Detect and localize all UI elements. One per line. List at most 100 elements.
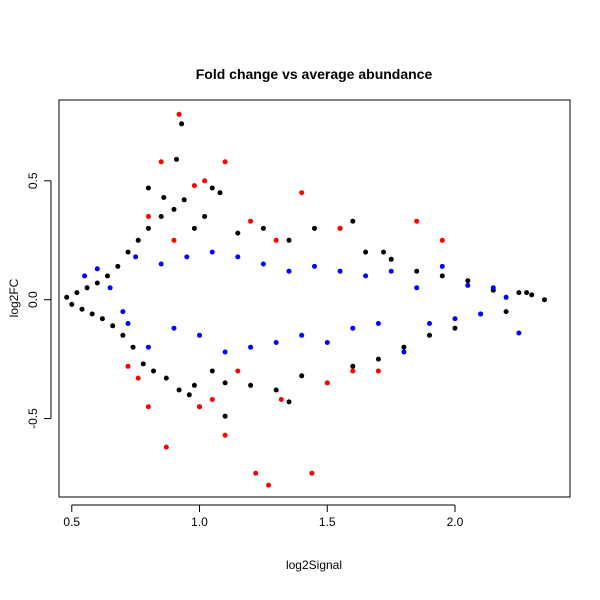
- data-point-black-62: [286, 399, 292, 405]
- data-point-blue-6: [158, 261, 164, 267]
- data-point-black-42: [388, 256, 394, 262]
- data-point-red-27: [235, 368, 241, 374]
- data-point-blue-16: [286, 268, 292, 274]
- data-point-red-6: [299, 190, 305, 196]
- data-point-red-25: [248, 218, 254, 224]
- data-point-blue-12: [235, 254, 241, 260]
- data-point-blue-4: [133, 254, 139, 260]
- data-point-black-10: [115, 263, 121, 269]
- data-point-blue-5: [145, 344, 151, 350]
- data-point-blue-13: [248, 344, 254, 350]
- data-point-black-55: [179, 121, 185, 127]
- data-point-blue-24: [388, 268, 394, 274]
- data-point-black-56: [174, 156, 179, 162]
- data-point-blue-14: [260, 261, 266, 267]
- data-point-black-14: [135, 237, 141, 243]
- data-point-black-57: [145, 185, 151, 191]
- data-point-black-36: [312, 225, 317, 231]
- data-point-blue-9: [197, 332, 202, 338]
- data-point-black-44: [414, 268, 420, 274]
- data-point-blue-29: [452, 316, 458, 322]
- data-point-blue-18: [312, 263, 317, 269]
- data-point-blue-11: [222, 349, 228, 355]
- data-point-blue-10: [209, 249, 215, 255]
- data-point-black-6: [94, 280, 100, 286]
- data-point-black-4: [84, 285, 90, 291]
- data-point-red-9: [439, 237, 445, 243]
- y-tick-label: 0.0: [26, 291, 40, 308]
- data-point-red-23: [171, 237, 177, 243]
- data-point-black-34: [286, 237, 292, 243]
- data-point-blue-3: [120, 309, 126, 315]
- x-tick-label: 2.0: [447, 515, 464, 529]
- y-tick-label: -0.5: [26, 408, 40, 429]
- data-point-red-3: [191, 183, 197, 189]
- data-point-blue-22: [363, 273, 369, 279]
- data-point-blue-21: [350, 325, 356, 331]
- y-axis: -0.5 0.0 0.5: [26, 172, 52, 429]
- data-point-red-5: [145, 214, 151, 219]
- data-point-black-46: [439, 273, 445, 279]
- x-tick-label: 1.5: [319, 515, 336, 529]
- data-point-blue-35: [125, 321, 131, 326]
- data-point-red-18: [309, 470, 315, 476]
- x-axis: 0.5 1.0 1.5 2.0: [63, 504, 464, 529]
- data-point-black-40: [363, 249, 369, 255]
- data-point-black-61: [222, 413, 228, 419]
- data-point-black-29: [222, 380, 228, 386]
- data-point-black-23: [186, 392, 192, 398]
- data-point-black-41: [375, 356, 381, 362]
- data-point-blue-0: [82, 273, 88, 279]
- data-point-black-60: [191, 382, 197, 388]
- data-point-black-1: [69, 301, 75, 307]
- data-point-red-22: [375, 368, 381, 374]
- data-point-black-18: [158, 214, 164, 219]
- data-point-red-24: [273, 237, 279, 243]
- x-axis-label: log2Signal: [286, 558, 342, 572]
- data-point-black-20: [171, 206, 177, 212]
- y-tick-label: 0.5: [26, 172, 40, 189]
- data-point-red-10: [135, 375, 141, 381]
- data-point-black-35: [299, 373, 305, 379]
- data-point-black-0: [64, 294, 70, 300]
- data-point-blue-30: [465, 282, 471, 288]
- data-point-black-11: [120, 332, 126, 338]
- data-point-blue-20: [337, 268, 343, 274]
- data-point-black-28: [217, 190, 223, 196]
- data-point-black-54: [542, 297, 547, 303]
- data-point-blue-27: [427, 321, 432, 326]
- data-point-red-8: [414, 218, 420, 224]
- data-point-red-12: [163, 444, 169, 450]
- data-point-black-27: [209, 368, 215, 374]
- data-point-blue-19: [324, 340, 330, 345]
- data-point-red-19: [278, 397, 284, 402]
- data-point-black-13: [130, 344, 136, 350]
- data-point-black-21: [176, 387, 182, 393]
- data-point-black-65: [524, 290, 530, 296]
- data-point-red-13: [197, 404, 202, 410]
- data-point-black-12: [125, 249, 131, 255]
- data-point-blue-28: [439, 263, 445, 269]
- data-point-red-2: [222, 159, 228, 165]
- data-point-black-8: [105, 273, 110, 279]
- data-point-blue-17: [299, 332, 305, 338]
- data-point-blue-8: [184, 254, 190, 260]
- data-point-black-15: [140, 361, 146, 367]
- y-axis-label: log2FC: [7, 278, 21, 317]
- data-point-black-5: [89, 311, 95, 317]
- data-point-black-3: [79, 306, 85, 312]
- data-point-black-16: [145, 225, 151, 231]
- data-point-blue-2: [107, 285, 113, 291]
- data-point-red-21: [350, 368, 356, 374]
- data-point-blue-26: [414, 285, 420, 291]
- data-point-red-17: [266, 482, 271, 488]
- data-point-red-26: [125, 363, 131, 369]
- data-point-red-0: [176, 111, 182, 117]
- x-tick-label: 1.0: [191, 515, 208, 529]
- data-point-black-39: [350, 363, 356, 369]
- data-point-black-48: [465, 278, 471, 284]
- data-point-black-47: [452, 325, 458, 331]
- points-layer: [64, 111, 547, 488]
